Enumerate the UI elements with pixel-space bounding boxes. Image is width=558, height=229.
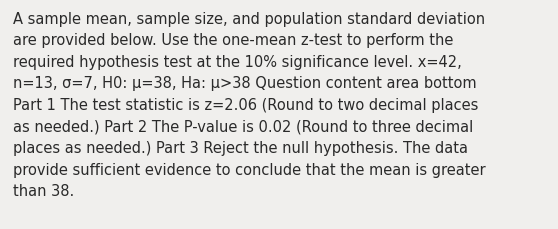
Text: are provided below. Use the one-mean z-test to perform the: are provided below. Use the one-mean z-t… [13,33,453,48]
Text: as needed.) Part 2 The P-value is 0.02 (Round to three decimal: as needed.) Part 2 The P-value is 0.02 (… [13,119,473,134]
Text: required hypothesis test at the 10% significance level. x=42,: required hypothesis test at the 10% sign… [13,55,462,70]
Text: A sample mean, sample size, and population standard deviation: A sample mean, sample size, and populati… [13,12,485,27]
Text: than 38.: than 38. [13,183,74,198]
Text: n=13, σ=7, H0: μ=38, Ha: μ>38 Question content area bottom: n=13, σ=7, H0: μ=38, Ha: μ>38 Question c… [13,76,477,91]
Text: Part 1 The test statistic is z=2.06 (Round to two decimal places: Part 1 The test statistic is z=2.06 (Rou… [13,98,478,112]
Text: places as needed.) Part 3 Reject the null hypothesis. The data: places as needed.) Part 3 Reject the nul… [13,140,468,155]
Text: provide sufficient evidence to conclude that the mean is greater: provide sufficient evidence to conclude … [13,162,485,177]
